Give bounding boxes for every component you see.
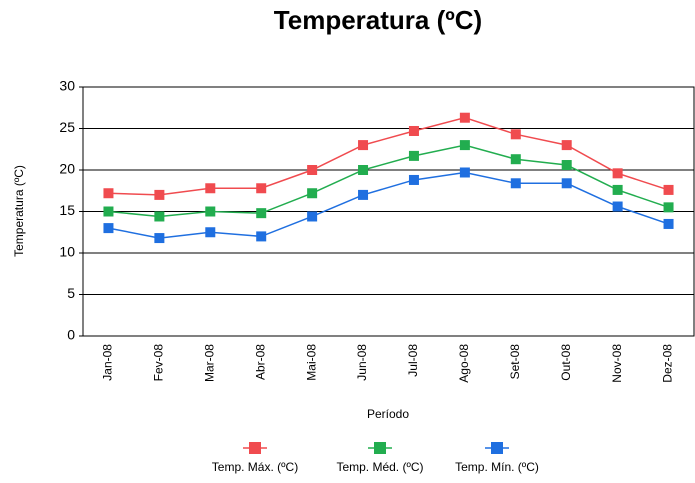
legend-label: Temp. Mín. (ºC) <box>455 460 539 474</box>
data-point <box>154 189 165 200</box>
data-point <box>307 211 318 222</box>
data-point <box>256 183 267 194</box>
y-tick-label: 10 <box>59 244 75 260</box>
x-tick-label: Set-08 <box>508 344 522 380</box>
y-tick-label: 20 <box>59 161 75 177</box>
data-point <box>358 189 369 200</box>
x-tick-label: Jun-08 <box>355 344 369 381</box>
x-tick-label: Fev-08 <box>152 344 166 382</box>
data-point <box>663 184 674 195</box>
data-point <box>510 129 521 140</box>
data-point <box>256 231 267 242</box>
data-point <box>154 233 165 244</box>
y-tick-label: 25 <box>59 119 75 135</box>
legend-marker <box>374 442 386 454</box>
x-tick-label: Dez-08 <box>661 344 675 383</box>
data-point <box>459 112 470 123</box>
data-point <box>205 183 216 194</box>
data-point <box>663 218 674 229</box>
chart-title: Temperatura (ºC) <box>274 5 482 35</box>
y-tick-label: 0 <box>67 327 75 343</box>
series-line <box>108 144 669 218</box>
x-tick-label: Abr-08 <box>253 344 267 380</box>
data-point <box>408 174 419 185</box>
x-tick-label: Jan-08 <box>101 344 115 381</box>
data-point <box>459 167 470 178</box>
data-point <box>663 202 674 213</box>
data-point <box>612 201 623 212</box>
legend-label: Temp. Máx. (ºC) <box>212 460 298 474</box>
y-tick-label: 15 <box>59 202 75 218</box>
data-point <box>307 165 318 175</box>
data-point <box>408 125 419 136</box>
data-point <box>561 140 572 151</box>
data-point <box>561 160 572 171</box>
data-point <box>358 165 369 175</box>
data-point <box>459 140 470 151</box>
data-point <box>256 208 267 219</box>
data-point <box>307 188 318 199</box>
data-point <box>205 206 216 217</box>
data-point <box>358 140 369 151</box>
x-tick-label: Mar-08 <box>202 344 216 382</box>
y-tick-label: 30 <box>59 78 75 94</box>
data-point <box>103 206 114 217</box>
plot-border <box>82 86 695 337</box>
legend-marker <box>249 442 261 454</box>
x-tick-label: Mai-08 <box>304 344 318 381</box>
x-axis-label: Período <box>367 407 409 421</box>
data-point <box>612 184 623 195</box>
x-tick-label: Out-08 <box>559 344 573 381</box>
data-point <box>510 178 521 189</box>
data-point <box>103 188 114 199</box>
data-point <box>510 154 521 165</box>
legend-marker <box>491 442 503 454</box>
y-tick-label: 5 <box>67 285 75 301</box>
legend-label: Temp. Méd. (ºC) <box>336 460 423 474</box>
data-point <box>612 168 623 179</box>
data-point <box>408 150 419 161</box>
y-axis-label: Temperatura (ºC) <box>12 165 26 257</box>
series-line <box>108 116 669 196</box>
data-point <box>561 178 572 189</box>
data-point <box>205 227 216 238</box>
x-tick-label: Nov-08 <box>610 344 624 383</box>
data-point <box>103 223 114 234</box>
series-line <box>108 171 669 239</box>
data-point <box>154 211 165 222</box>
x-tick-label: Jul-08 <box>406 344 420 377</box>
x-tick-label: Ago-08 <box>457 344 471 383</box>
